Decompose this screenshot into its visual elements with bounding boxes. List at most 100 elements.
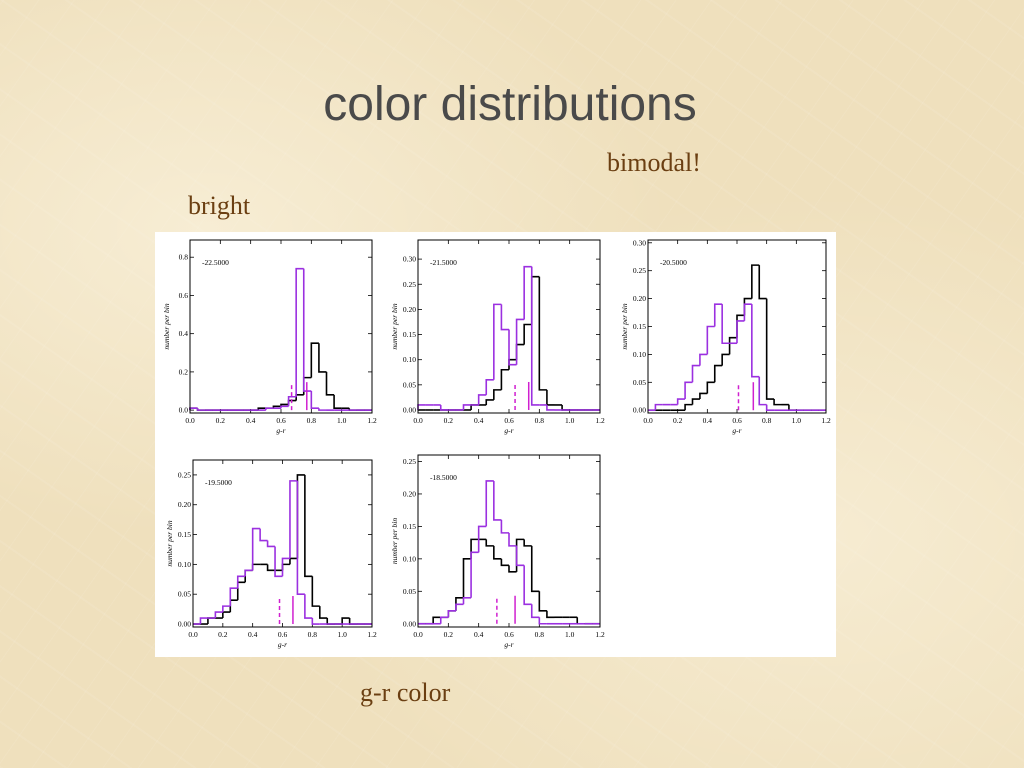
x-axis-label: g-r — [504, 426, 513, 435]
y-tick-label: 0.15 — [178, 530, 191, 539]
histogram-bin — [765, 404, 775, 412]
histogram-bin — [251, 527, 261, 571]
histogram-bin — [508, 532, 517, 547]
histogram-bin — [721, 353, 730, 366]
histogram-bin — [196, 408, 206, 411]
x-tick-label: 1.2 — [367, 630, 377, 639]
histogram-bin — [706, 325, 715, 355]
histogram-bin — [477, 394, 487, 405]
histogram-bin — [546, 610, 555, 619]
y-tick-label: 0.10 — [633, 350, 646, 359]
histogram-bin — [287, 395, 297, 407]
histogram-bin — [289, 480, 298, 559]
x-tick-label: 0.8 — [307, 416, 317, 425]
y-tick-label: 0.10 — [178, 560, 191, 569]
histogram-bin — [318, 606, 328, 619]
annotation: bimodal! — [607, 148, 701, 177]
x-tick-label: 0.0 — [188, 630, 198, 639]
title: color distributions — [323, 78, 697, 131]
x-tick-label: 0.6 — [276, 416, 286, 425]
histogram-bin — [500, 519, 509, 534]
plot-frame — [417, 454, 601, 628]
x-tick-label: 0.4 — [703, 416, 713, 425]
histogram-bin — [311, 618, 320, 625]
histogram-bin — [266, 540, 276, 548]
x-tick-label: 0.0 — [413, 416, 423, 425]
histogram-bin — [462, 596, 472, 605]
x-axis-label: g-r — [504, 640, 513, 649]
x-tick-label: 1.0 — [565, 416, 575, 425]
histogram-bin — [447, 609, 456, 618]
plot-frame — [417, 239, 601, 414]
y-tick-label: 0.6 — [179, 291, 189, 300]
histogram-bin — [341, 617, 350, 625]
y-tick-label: 0.00 — [178, 620, 191, 629]
panel-label: -22.5000 — [202, 258, 229, 267]
x-tick-label: 0.2 — [218, 630, 228, 639]
y-tick-label: 0.20 — [633, 294, 646, 303]
histogram-bin — [325, 371, 335, 396]
histogram-bin — [485, 480, 494, 527]
histogram-bin — [432, 616, 441, 624]
histogram-bin — [751, 304, 760, 378]
histogram-bin — [713, 303, 723, 327]
histogram-bin — [318, 408, 327, 411]
panel-label: -20.5000 — [660, 258, 687, 267]
x-tick-label: 0.8 — [535, 416, 545, 425]
y-axis-label: number per bin — [165, 520, 174, 566]
histogram-bin — [515, 318, 525, 365]
x-axis-label: g-r — [732, 426, 741, 435]
y-tick-label: 0.20 — [178, 500, 191, 509]
annotation: bright — [188, 191, 251, 220]
y-tick-label: 0.15 — [403, 330, 416, 339]
y-tick-label: 0.15 — [633, 322, 646, 331]
histogram-bin — [765, 298, 775, 400]
y-axis-label: number per bin — [390, 303, 399, 349]
panel-label: -21.5000 — [430, 258, 457, 267]
y-tick-label: 0.20 — [403, 305, 416, 314]
histogram-bin — [691, 364, 700, 383]
y-tick-label: 0.4 — [179, 329, 189, 338]
histogram-bin — [743, 303, 752, 321]
histogram-bin — [296, 480, 305, 595]
y-tick-label: 0.05 — [633, 378, 646, 387]
histogram-bin — [515, 545, 525, 567]
histogram-bin — [530, 604, 540, 619]
histogram-bin — [318, 343, 327, 373]
histogram-bin — [713, 364, 723, 383]
histogram-bin — [684, 381, 693, 400]
histogram-bin — [477, 525, 487, 553]
histogram-bin — [523, 539, 532, 547]
y-tick-label: 0.15 — [403, 522, 416, 531]
x-tick-label: 0.0 — [413, 630, 423, 639]
y-axis-label: number per bin — [390, 518, 399, 564]
panel-label: -18.5000 — [430, 473, 457, 482]
histogram-bin — [470, 551, 479, 598]
histogram-bin — [773, 399, 782, 406]
x-tick-label: 0.4 — [474, 416, 484, 425]
histogram-bin — [266, 564, 276, 572]
panel-label: -19.5000 — [205, 478, 232, 487]
histogram-bin — [523, 323, 532, 345]
histogram-bin — [654, 403, 663, 411]
histogram-bin — [538, 276, 547, 391]
x-tick-label: 1.2 — [821, 416, 831, 425]
histogram-bin — [493, 303, 502, 380]
histogram-bin — [244, 569, 253, 577]
histogram-bin — [500, 304, 509, 331]
x-tick-label: 0.2 — [444, 630, 454, 639]
histogram-bin — [736, 320, 745, 344]
histogram-bin — [462, 558, 472, 598]
histogram-bin — [538, 591, 547, 612]
histogram-bin — [500, 558, 509, 567]
histogram-bin — [236, 575, 246, 589]
histogram-bin — [699, 353, 708, 366]
x-tick-label: 0.0 — [643, 416, 653, 425]
x-axis-label: g-r — [276, 426, 285, 435]
x-tick-label: 0.8 — [535, 630, 545, 639]
histogram-bin — [281, 557, 290, 577]
y-tick-label: 0.00 — [633, 406, 646, 415]
histogram-bin — [493, 480, 502, 521]
histogram-bin — [295, 267, 304, 397]
y-tick-label: 0.25 — [403, 457, 416, 466]
